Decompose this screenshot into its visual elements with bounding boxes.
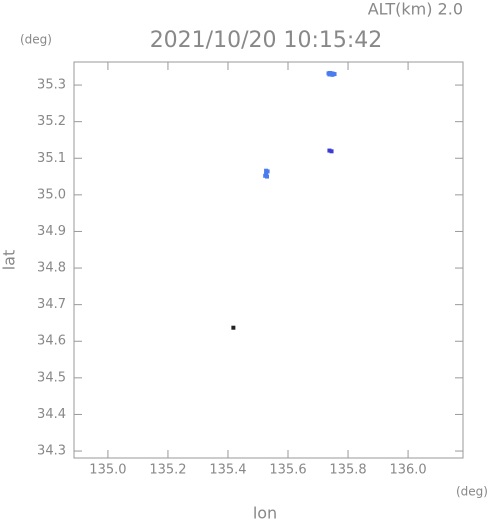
y-tick-label: 34.8 [37,261,66,276]
point [265,169,270,174]
y-unit: (deg) [20,33,52,47]
annotation: ALT(km) 2.0 [368,0,463,19]
point [329,149,334,154]
y-tick-label: 34.4 [37,407,66,422]
point [332,72,337,77]
point [264,174,269,179]
point [264,171,269,176]
x-tick-label: 135.0 [89,463,126,478]
y-tick-label: 34.5 [37,370,66,385]
point [327,72,332,77]
x-tick-label: 135.4 [209,463,246,478]
plot-frame [73,61,464,459]
y-tick-label: 35.3 [37,78,66,93]
x-axis-label: lon [253,504,277,522]
y-tick-label: 34.6 [37,334,66,349]
chart-title: 2021/10/20 10:15:42 [150,28,383,53]
point [327,148,332,153]
x-tick-label: 135.2 [149,463,186,478]
x-unit: (deg) [456,485,488,499]
y-axis-label: lat [0,250,19,271]
x-tick-label: 135.6 [269,463,306,478]
x-tick-label: 135.8 [329,463,366,478]
y-tick-label: 35.0 [37,187,66,202]
point [330,72,335,77]
y-tick-label: 35.2 [37,114,66,129]
y-tick-label: 34.9 [37,224,66,239]
point [231,325,236,330]
y-tick-label: 34.3 [37,444,66,459]
y-tick-label: 34.7 [37,297,66,312]
y-tick-label: 35.1 [37,151,66,166]
x-tick-label: 136.0 [389,463,426,478]
